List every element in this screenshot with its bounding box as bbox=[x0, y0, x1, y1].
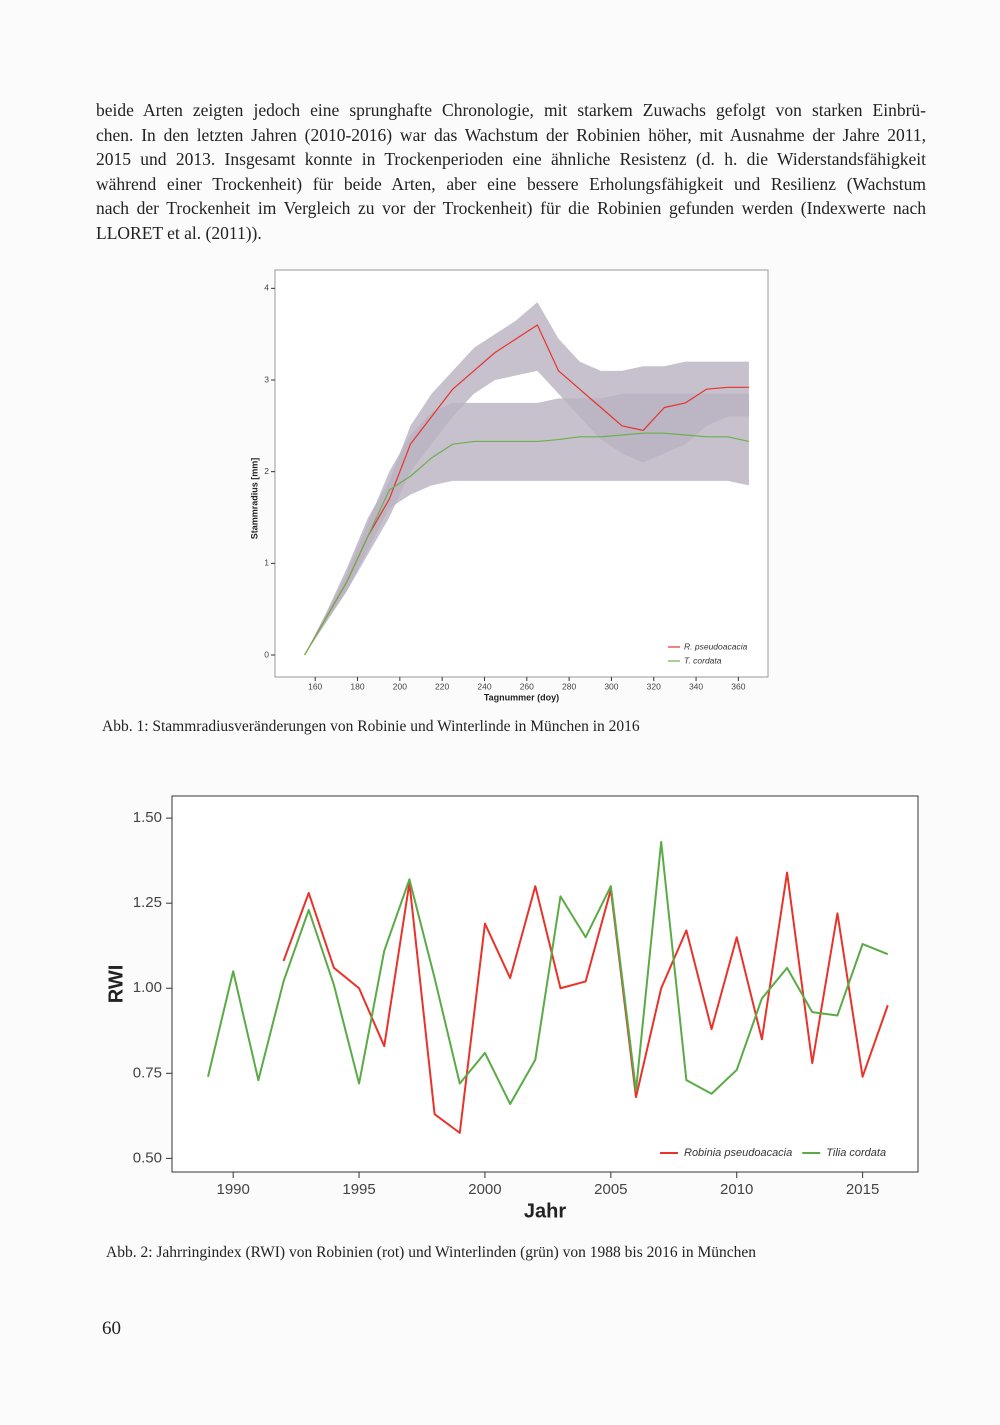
x-tick-label: 1990 bbox=[216, 1181, 249, 1198]
text-line: chen. In den letzten Jahren (2010-2016) … bbox=[96, 124, 926, 145]
y-tick-label: 0 bbox=[264, 649, 269, 659]
chart: 0.50 0.75 1.00 1.25 1.50 1990 1995 2000 2005 2010… bbox=[105, 795, 919, 1222]
paragraph: beide Arten zeigten jedoch eine sprungha… bbox=[96, 98, 926, 245]
x-tick-label: 1995 bbox=[342, 1181, 375, 1198]
y-tick-label: 0.75 bbox=[133, 1064, 162, 1081]
plot-frame bbox=[171, 795, 919, 1173]
band bbox=[304, 393, 749, 655]
y-tick-label: 0.50 bbox=[133, 1149, 162, 1166]
legend-label: Tilia cordata bbox=[826, 1147, 886, 1159]
legend-label: T. cordata bbox=[684, 655, 722, 665]
x-tick-label: 300 bbox=[604, 681, 618, 691]
y-axis-label: Stammradius [mm] bbox=[249, 458, 259, 540]
y-tick-label: 4 bbox=[264, 283, 269, 293]
y-axis-label: RWI bbox=[105, 965, 127, 1004]
y-tick-label: 1.25 bbox=[133, 894, 162, 911]
text-line: während einer Trockenheit) für beide Art… bbox=[96, 173, 926, 194]
series-line bbox=[304, 324, 749, 656]
series-line bbox=[207, 840, 889, 1105]
caption: Abb. 2: Jahrringindex (RWI) von Robinien… bbox=[106, 1244, 756, 1261]
x-axis-label: Tagnummer (doy) bbox=[484, 692, 559, 702]
chart: 0 1 2 3 4 160 180 200 220 240 260 280 300 320 340 360 Ta… bbox=[249, 269, 769, 702]
x-tick-label: 240 bbox=[477, 681, 491, 691]
y-tick-label: 1 bbox=[264, 558, 269, 568]
x-axis-label: Jahr bbox=[524, 1200, 566, 1222]
text-line: LLORET et al. (2011)). bbox=[96, 222, 262, 243]
x-tick-label: 280 bbox=[562, 681, 576, 691]
y-tick-label: 2 bbox=[264, 466, 269, 476]
x-tick-label: 2010 bbox=[720, 1181, 753, 1198]
x-tick-label: 320 bbox=[647, 681, 661, 691]
text-line: nach der Trockenheit im Vergleich zu vor… bbox=[96, 198, 926, 218]
y-tick-label: 1.00 bbox=[133, 979, 162, 996]
page-number: 60 bbox=[102, 1318, 121, 1339]
text-line: 2015 und 2013. Insgesamt konnte in Trock… bbox=[96, 149, 926, 169]
x-tick-label: 360 bbox=[731, 681, 745, 691]
band bbox=[304, 302, 749, 655]
x-tick-label: 2005 bbox=[594, 1181, 627, 1198]
y-tick-label: 1.50 bbox=[133, 809, 162, 826]
legend-label: R. pseudoacacia bbox=[684, 641, 748, 651]
x-tick-label: 160 bbox=[308, 681, 322, 691]
x-tick-label: 2015 bbox=[846, 1181, 879, 1198]
x-tick-label: 180 bbox=[350, 681, 364, 691]
series-line bbox=[282, 871, 889, 1134]
x-tick-label: 340 bbox=[689, 681, 703, 691]
y-tick-label: 3 bbox=[264, 374, 269, 384]
caption: Abb. 1: Stammradiusveränderungen von Rob… bbox=[102, 718, 640, 735]
x-tick-label: 2000 bbox=[468, 1181, 501, 1198]
x-tick-label: 200 bbox=[393, 681, 407, 691]
x-tick-label: 220 bbox=[435, 681, 449, 691]
text-line: beide Arten zeigten jedoch eine sprungha… bbox=[96, 100, 926, 120]
series-line bbox=[304, 432, 750, 656]
legend-label: Robinia pseudoacacia bbox=[684, 1147, 792, 1159]
x-tick-label: 260 bbox=[520, 681, 534, 691]
